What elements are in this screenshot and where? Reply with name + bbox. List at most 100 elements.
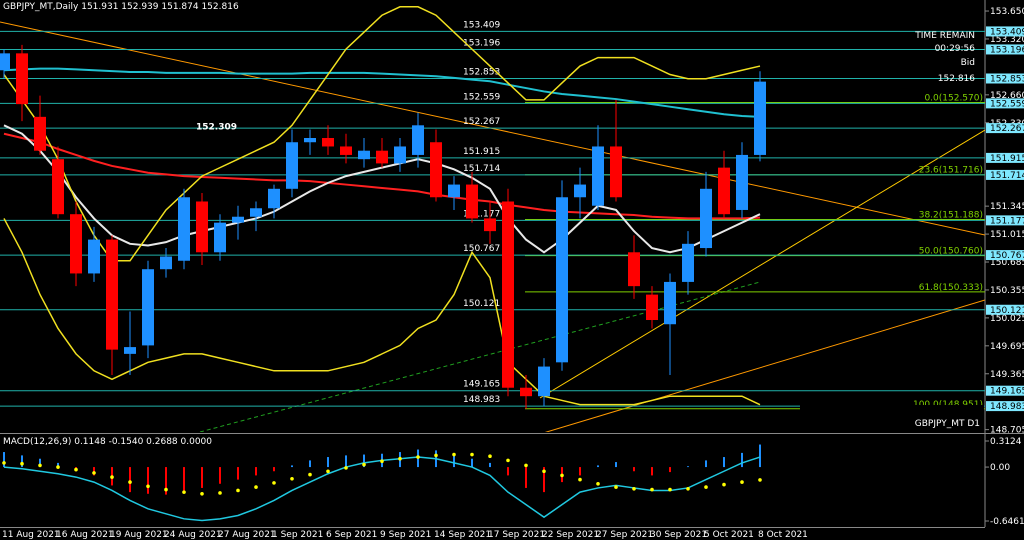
level-label: 151.177 [463,209,500,219]
x-tick-label: 24 Aug 2021 [164,530,222,540]
signal-dot [380,459,384,464]
level-flag-label: 152.559 [990,99,1024,109]
candle-body [358,150,370,160]
signal-dot [542,469,546,474]
candle-body [628,252,640,287]
signal-dot [668,487,672,492]
x-tick-label: 27 Aug 2021 [218,530,276,540]
level-flag-label: 153.196 [990,45,1024,55]
signal-dot [398,456,402,461]
y-tick-label: 0.00 [990,463,1010,473]
signal-dot [92,471,96,475]
signal-dot [722,482,726,487]
level-label: 153.409 [463,20,500,30]
candle-body [754,81,766,155]
header: GBPJPY_MT,Daily 151.931 152.939 151.874 … [3,2,239,12]
x-tick-label: 27 Sep 2021 [596,530,653,540]
x-tick-label: 22 Sep 2021 [542,530,599,540]
timer-side: Bid [961,58,975,68]
candle-body [106,239,118,350]
level-label: 148.983 [463,395,500,405]
y-tick-label: 148.705 [990,426,1024,436]
candle-body [664,281,676,325]
axes: 153.650153.320152.660152.330151.345151.0… [2,7,1024,540]
signal-dot [614,485,618,489]
indicator-line [3,67,761,118]
y-tick-label: 151.015 [990,230,1024,240]
signal-dot [650,487,654,492]
signal-dot [164,487,168,492]
level-label: 152.853 [463,67,500,77]
signal-dot [56,465,60,469]
candle-body [610,146,622,198]
level-label: 151.714 [463,164,500,174]
signal-dot [434,453,438,458]
candle-body [268,188,280,209]
signal-dot [704,485,708,489]
candle-body [286,142,298,189]
candle-body [16,53,28,105]
price-annotation: 152.309 [196,123,237,133]
candle-body [322,138,334,147]
y-tick-label: 0.3124 [990,437,1022,447]
level-flag [986,401,1024,412]
signal-dot [236,488,240,493]
symbol-label: GBPJPY_MT D1 [915,419,980,429]
candle-body [484,218,496,232]
level-flag-label: 149.165 [990,387,1024,397]
signal-dot [38,463,42,468]
price-panel: 0.0(152.570) 23.6(151.716) 38.2(151.188) 50… [0,6,985,410]
level-flag [986,152,1024,163]
candle-body [178,197,190,261]
signal-dot [326,469,330,474]
signal-dot [416,455,420,459]
candle-body [304,138,316,143]
y-tick-label: 149.695 [990,342,1024,352]
signal-dot [560,473,564,478]
y-tick-label: 149.365 [990,370,1024,380]
candle-body [430,142,442,198]
candle-body [376,150,388,164]
level-label: 152.559 [463,92,500,102]
candle-body [250,208,262,217]
timer-title: TIME REMAIN [914,31,975,41]
signal-dot [254,485,258,489]
candle-body [232,216,244,223]
level-label: 150.767 [463,244,500,254]
signal-dot [686,486,690,491]
y-tick-label: 153.650 [990,7,1024,17]
level-flag-label: 153.409 [990,27,1024,37]
candle-body [412,125,424,155]
candle-body [592,146,604,206]
candle-body [448,184,460,198]
signal-dot [758,478,762,482]
x-tick-label: 8 Oct 2021 [758,530,808,540]
trendline [544,299,985,432]
candle-body [394,146,406,164]
x-tick-label: 5 Oct 2021 [704,530,754,540]
x-tick-label: 14 Sep 2021 [434,530,491,540]
candle-body [700,188,712,249]
signal-dot [524,463,528,468]
fib-label: 38.2(151.188) [919,210,983,220]
signal-dot [632,486,636,491]
candle-body [736,154,748,210]
candle-body [682,243,694,282]
x-tick-label: 17 Sep 2021 [488,530,545,540]
candle-body [646,294,658,321]
signal-dot [596,481,600,486]
fib-label: 0.0(152.570) [924,93,983,103]
candle-body [718,167,730,215]
level-flag [986,385,1024,396]
candle-body [520,387,532,397]
macd-title: MACD(12,26,9) 0.1148 -0.1540 0.2688 0.00… [3,437,212,447]
level-flag [986,26,1024,37]
signal-dot [20,461,24,466]
level-flag [986,250,1024,261]
y-tick-label: 150.025 [990,314,1024,324]
signal-dot [146,484,150,489]
y-tick-label: 150.685 [990,258,1024,268]
level-label: 151.915 [463,147,500,157]
level-label: 150.121 [463,299,500,309]
